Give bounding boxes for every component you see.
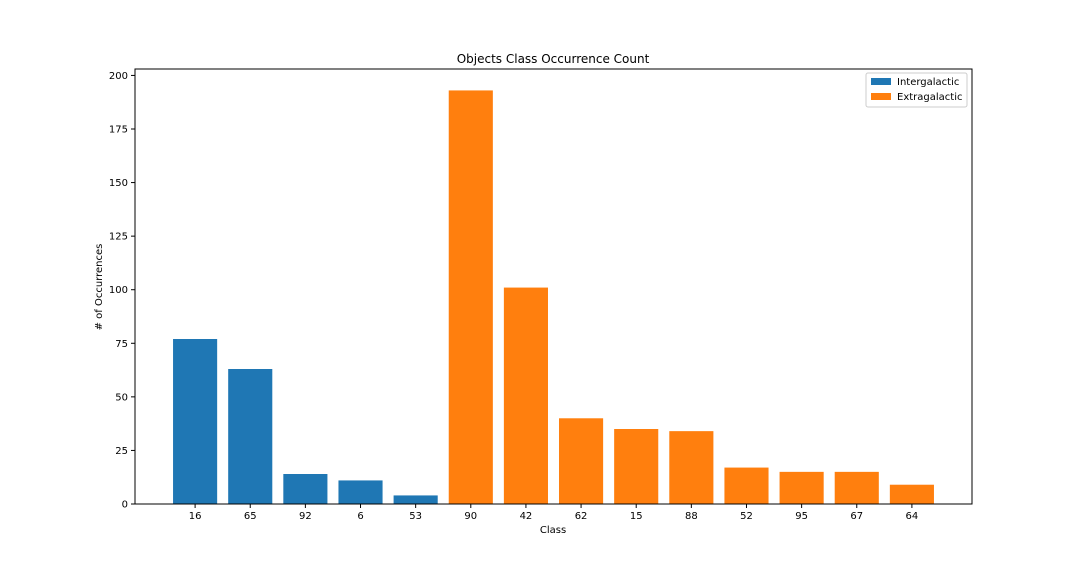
- bars: [173, 90, 934, 504]
- y-tick-label: 125: [109, 232, 128, 243]
- x-tick-label: 90: [464, 511, 477, 522]
- legend-label-intergalactic: Intergalactic: [897, 77, 959, 88]
- bar-42: [503, 287, 548, 504]
- x-tick-label: 64: [906, 511, 919, 522]
- bar-88: [669, 431, 714, 504]
- plot-frame: [134, 68, 973, 505]
- legend-label-extragalactic: Extragalactic: [897, 92, 962, 103]
- y-tick-label: 150: [109, 178, 128, 189]
- legend-swatch-extragalactic: [871, 93, 891, 100]
- x-tick-label: 15: [630, 511, 643, 522]
- bar-6: [338, 480, 383, 504]
- y-tick-label: 75: [115, 339, 128, 350]
- y-tick-label: 25: [115, 446, 128, 457]
- x-axis: 16 65 92 6 53 90 42 62 15 88 52 95 67 64: [189, 504, 919, 522]
- x-tick-label: 92: [299, 511, 312, 522]
- legend-box: [865, 72, 968, 108]
- bar-67: [834, 471, 879, 504]
- y-tick-label: 175: [109, 125, 128, 136]
- x-tick-label: 65: [244, 511, 257, 522]
- bar-64: [889, 484, 934, 504]
- bar-92: [283, 474, 328, 504]
- y-tick-label: 50: [115, 392, 128, 403]
- bar-52: [724, 467, 769, 504]
- bar-95: [779, 471, 824, 504]
- y-axis: 0 25 50 75 100 125 150 175 200: [109, 71, 135, 511]
- bar-62: [559, 418, 604, 504]
- x-tick-label: 62: [575, 511, 588, 522]
- bar-90: [448, 90, 493, 504]
- x-tick-label: 42: [520, 511, 533, 522]
- x-tick-label: 67: [850, 511, 863, 522]
- y-axis-label: # of Occurrences: [94, 244, 105, 331]
- bar-16: [173, 339, 218, 504]
- legend: Intergalactic Extragalactic: [865, 72, 968, 108]
- x-tick-label: 16: [189, 511, 202, 522]
- x-tick-label: 95: [795, 511, 808, 522]
- x-tick-label: 52: [740, 511, 753, 522]
- chart-title: Objects Class Occurrence Count: [457, 52, 650, 66]
- bar-65: [228, 369, 273, 504]
- x-axis-label: Class: [540, 525, 566, 536]
- bar-15: [614, 429, 659, 504]
- y-tick-label: 200: [109, 71, 128, 82]
- x-tick-label: 53: [409, 511, 422, 522]
- x-tick-label: 88: [685, 511, 698, 522]
- x-tick-label: 6: [357, 511, 363, 522]
- bar-53: [393, 495, 438, 504]
- y-tick-label: 100: [109, 285, 128, 296]
- y-tick-label: 0: [122, 500, 128, 511]
- legend-swatch-intergalactic: [871, 78, 891, 85]
